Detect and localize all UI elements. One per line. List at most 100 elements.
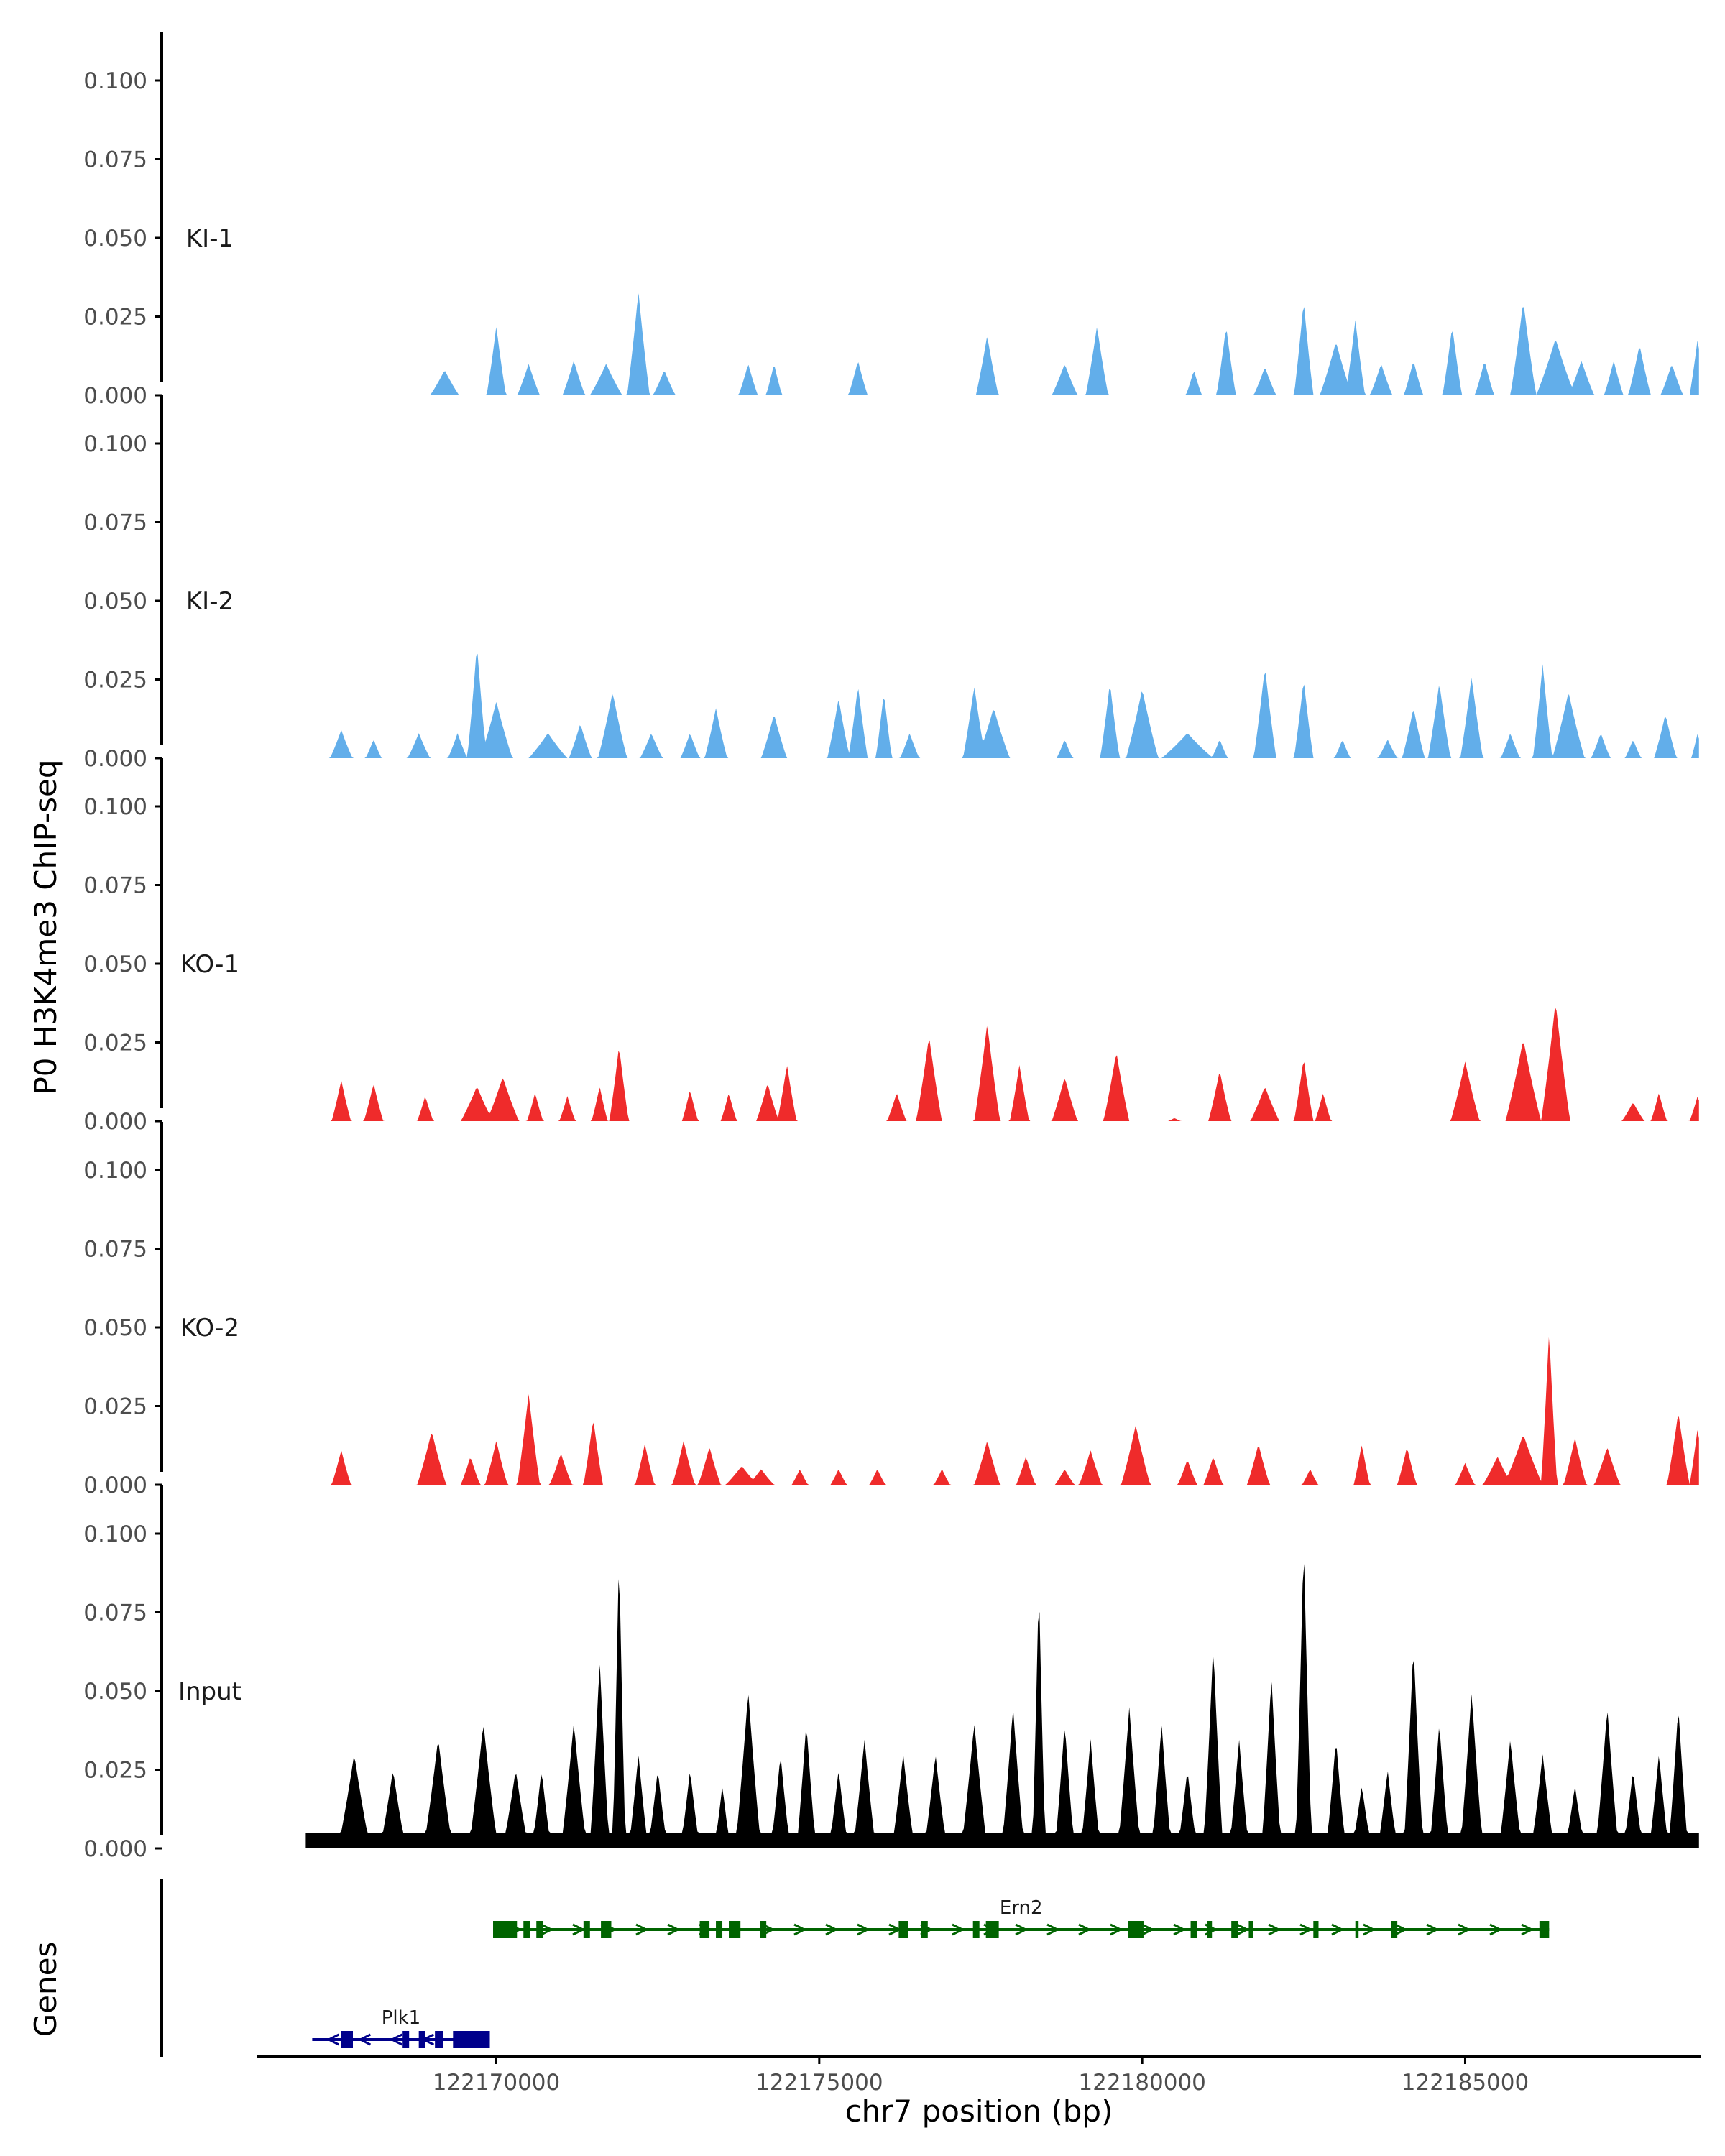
strand-arrow <box>825 1923 839 1936</box>
y-tick-label: 0.050 <box>83 952 147 977</box>
strand-arrow <box>1458 1923 1471 1936</box>
gene-label-plk1: Plk1 <box>382 2007 421 2029</box>
y-tick-label: 0.100 <box>83 1521 147 1547</box>
strand-arrow <box>1363 1923 1376 1936</box>
y-tick-label: 0.000 <box>83 1836 147 1862</box>
y-tick-label: 0.050 <box>83 1315 147 1341</box>
strand-arrow <box>1300 1923 1313 1936</box>
track-ko-2: 0.000 0.025 0.050 0.075 0.100 KO-2 <box>83 1122 1699 1498</box>
exon <box>1128 1921 1144 1938</box>
exon <box>523 1921 530 1938</box>
y-tick-label: 0.050 <box>83 226 147 252</box>
y-tick-label: 0.025 <box>83 1758 147 1784</box>
exon <box>1355 1921 1359 1938</box>
strand-arrow <box>857 1923 870 1936</box>
strand-arrow <box>1110 1923 1123 1936</box>
gene-track: Ern2 Plk1 <box>160 1879 1550 2057</box>
y-tick-label: 0.075 <box>83 1237 147 1263</box>
genes-axis-title: Genes <box>28 1942 63 2037</box>
exon <box>729 1921 741 1938</box>
y-tick-label: 0.025 <box>83 1394 147 1420</box>
y-tick-label: 0.075 <box>83 873 147 899</box>
signal-area-ki-2 <box>305 653 1699 758</box>
exon <box>716 1921 723 1938</box>
x-tick-label: 122170000 <box>433 2070 561 2096</box>
exon <box>453 2031 490 2048</box>
x-tick-label: 122180000 <box>1078 2070 1206 2096</box>
exon <box>1539 1921 1550 1938</box>
gene-label-ern2: Ern2 <box>1000 1897 1043 1919</box>
exon <box>1231 1921 1238 1938</box>
strand-arrow <box>540 1923 554 1936</box>
signal-area-ki-1 <box>305 293 1699 395</box>
gene-plk1: Plk1 <box>312 2007 490 2048</box>
exon <box>985 1921 999 1938</box>
strand-arrow <box>635 1923 649 1936</box>
y-tick-label: 0.100 <box>83 794 147 820</box>
signal-area-ko-2 <box>305 1337 1699 1485</box>
strand-arrow <box>1394 1923 1408 1936</box>
strand-arrow <box>358 2033 372 2046</box>
exon <box>583 1921 590 1938</box>
y-tick-label: 0.000 <box>83 1473 147 1498</box>
track-input: 0.000 0.025 0.050 0.075 0.100 Input <box>83 1485 1699 1862</box>
strand-arrow <box>1268 1923 1282 1936</box>
exon <box>898 1921 908 1938</box>
y-tick-label: 0.100 <box>83 68 147 94</box>
exon <box>493 1921 518 1938</box>
exon <box>601 1921 612 1938</box>
y-tick-label: 0.075 <box>83 147 147 173</box>
y-tick-label: 0.050 <box>83 589 147 614</box>
y-tick-label: 0.075 <box>83 510 147 536</box>
exon <box>536 1921 543 1938</box>
exon <box>1190 1921 1197 1938</box>
strand-arrow <box>326 2033 340 2046</box>
exon <box>1207 1921 1213 1938</box>
exon <box>1248 1921 1254 1938</box>
strand-arrow <box>390 2033 403 2046</box>
strand-arrow <box>794 1923 807 1936</box>
exon <box>1391 1921 1398 1938</box>
strand-arrow <box>1173 1923 1187 1936</box>
x-axis: 122170000 122175000 122180000 122185000 <box>257 2055 1701 2096</box>
strand-arrow <box>1015 1923 1029 1936</box>
track-ko-1: 0.000 0.025 0.050 0.075 0.100 KO-1 <box>83 758 1699 1135</box>
signal-area-ko-1 <box>305 1007 1699 1121</box>
y-tick-label: 0.050 <box>83 1679 147 1705</box>
exon <box>418 2031 426 2048</box>
x-tick-label: 122185000 <box>1402 2070 1530 2096</box>
track-ki-1: 0.000 0.025 0.050 0.075 0.100 KI-1 <box>83 32 1699 409</box>
track-label-ko-1: KO-1 <box>180 950 239 979</box>
strand-arrow <box>1141 1923 1155 1936</box>
strand-arrow <box>1521 1923 1535 1936</box>
y-tick-label: 0.100 <box>83 1158 147 1184</box>
strand-arrow <box>1426 1923 1440 1936</box>
y-axis-title: P0 H3K4me3 ChIP-seq <box>28 759 63 1095</box>
exon <box>402 2031 410 2048</box>
strand-arrow <box>1331 1923 1345 1936</box>
strand-arrow <box>1046 1923 1060 1936</box>
y-tick-label: 0.025 <box>83 305 147 331</box>
track-label-ki-1: KI-1 <box>186 224 234 253</box>
track-label-ki-2: KI-2 <box>186 587 234 616</box>
x-tick-label: 122175000 <box>755 2070 883 2096</box>
strand-arrow <box>1489 1923 1503 1936</box>
signal-area-input <box>305 1564 1699 1848</box>
y-tick-label: 0.100 <box>83 431 147 457</box>
strand-arrow <box>572 1923 586 1936</box>
exon <box>341 2031 354 2048</box>
exon <box>1313 1921 1319 1938</box>
track-label-ko-2: KO-2 <box>180 1314 239 1342</box>
track-label-input: Input <box>178 1677 242 1706</box>
y-tick-label: 0.025 <box>83 1031 147 1056</box>
y-tick-label: 0.000 <box>83 1109 147 1135</box>
exon <box>972 1921 980 1938</box>
track-ki-2: 0.000 0.025 0.050 0.075 0.100 KI-2 <box>83 395 1699 772</box>
exon <box>921 1921 928 1938</box>
exon <box>760 1921 767 1938</box>
signal-tracks: 0.0000.0250.0500.0750.100KI-10.0000.0250… <box>83 32 1699 1862</box>
y-tick-label: 0.025 <box>83 668 147 694</box>
y-tick-label: 0.000 <box>83 746 147 772</box>
y-tick-label: 0.000 <box>83 383 147 409</box>
